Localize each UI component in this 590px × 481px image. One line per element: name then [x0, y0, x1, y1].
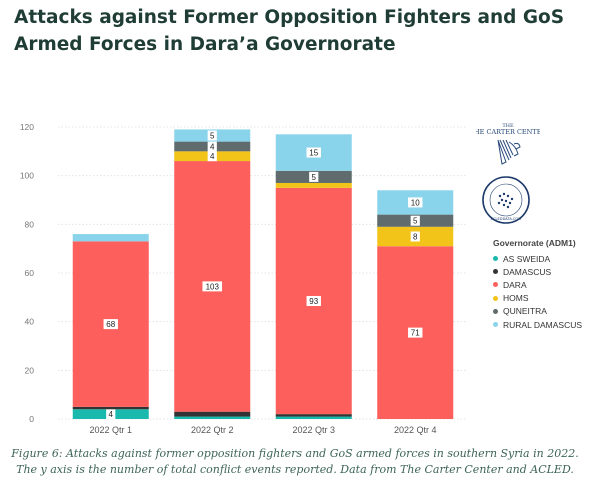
y-tick-label: 80: [25, 219, 35, 229]
data-label-box: [408, 327, 423, 338]
y-tick-label: 0: [29, 414, 34, 424]
legend-item: RURAL DAMASCUS: [493, 318, 582, 331]
chart-title: Attacks against Former Opposition Fighte…: [14, 7, 565, 55]
bar-segment: [174, 411, 251, 417]
legend-title: Governorate (ADM1): [493, 238, 576, 248]
data-label: 93: [309, 297, 318, 306]
legend-swatch: [493, 295, 498, 301]
legend-item: AS SWEIDA: [493, 252, 582, 265]
data-label: 4: [210, 152, 215, 161]
y-tick-label: 120: [20, 122, 34, 132]
data-label: 15: [309, 149, 318, 158]
data-label: 103: [206, 282, 220, 291]
x-tick-label: 2022 Qtr 1: [89, 425, 132, 435]
data-label-box: [410, 215, 420, 226]
legend-label: DARA: [503, 279, 527, 290]
legend-swatch: [493, 322, 498, 328]
bar-segment: [275, 414, 352, 417]
legend-swatch: [493, 256, 498, 262]
bar-segment: [275, 182, 352, 188]
acled-logo: ACLEDDATA.COM: [481, 175, 531, 225]
data-label-box: [103, 319, 118, 330]
carter-center-logo-text: THE CARTER CENTER: [476, 128, 540, 136]
bar-segment: [72, 234, 149, 242]
acled-logo-text: ACLEDDATA.COM: [491, 217, 522, 221]
data-label-box: [410, 231, 420, 242]
data-label: 10: [411, 198, 420, 207]
data-label-box: [207, 141, 217, 152]
data-label-box: [202, 281, 223, 292]
data-label-box: [207, 130, 217, 141]
data-label: 68: [106, 320, 115, 329]
legend-label: DAMASCUS: [503, 266, 552, 277]
data-label: 8: [413, 233, 418, 242]
y-tick-label: 20: [25, 365, 35, 375]
data-label: 4: [109, 410, 114, 419]
legend-label: RURAL DAMASCUS: [503, 319, 583, 330]
x-tick-label: 2022 Qtr 4: [394, 425, 437, 435]
data-label: 71: [411, 329, 420, 338]
bar-segment: [72, 406, 149, 410]
legend-item: HOMS: [493, 292, 582, 305]
legend-swatch: [493, 282, 498, 288]
bar-segment: [275, 416, 352, 419]
legend-label: QUNEITRA: [503, 306, 547, 317]
legend-label: AS SWEIDA: [503, 253, 551, 264]
legend-item: QUNEITRA: [493, 305, 582, 318]
svg-text:THE: THE: [502, 123, 514, 129]
data-label: 5: [210, 132, 215, 141]
legend-item: DARA: [493, 278, 582, 291]
data-label: 5: [312, 173, 317, 182]
globe-icon: [497, 192, 514, 209]
bar-segment: [174, 416, 251, 419]
carter-center-logo: THE THE CARTER CENTER: [470, 120, 547, 170]
legend: Governorate (ADM1) AS SWEIDA DAMASCUS DARA…: [493, 238, 582, 331]
y-tick-label: 100: [20, 171, 34, 181]
legend-swatch: [493, 269, 498, 275]
data-label-box: [309, 171, 319, 182]
data-label: 5: [413, 217, 418, 226]
data-label-box: [408, 197, 423, 208]
data-label-box: [306, 147, 321, 158]
x-tick-label: 2022 Qtr 2: [191, 425, 234, 435]
data-label-box: [207, 151, 217, 162]
y-tick-label: 60: [25, 268, 35, 278]
eagle-icon: [497, 139, 521, 165]
y-tick-label: 40: [25, 317, 35, 327]
data-label-box: [306, 295, 321, 306]
legend-swatch: [493, 308, 498, 314]
data-label-box: [106, 409, 116, 420]
legend-item: DAMASCUS: [493, 265, 582, 278]
legend-label: HOMS: [503, 293, 529, 304]
data-label: 4: [210, 142, 215, 151]
figure-caption: Figure 6: Attacks against former opposit…: [11, 447, 579, 476]
x-tick-label: 2022 Qtr 3: [292, 425, 335, 435]
